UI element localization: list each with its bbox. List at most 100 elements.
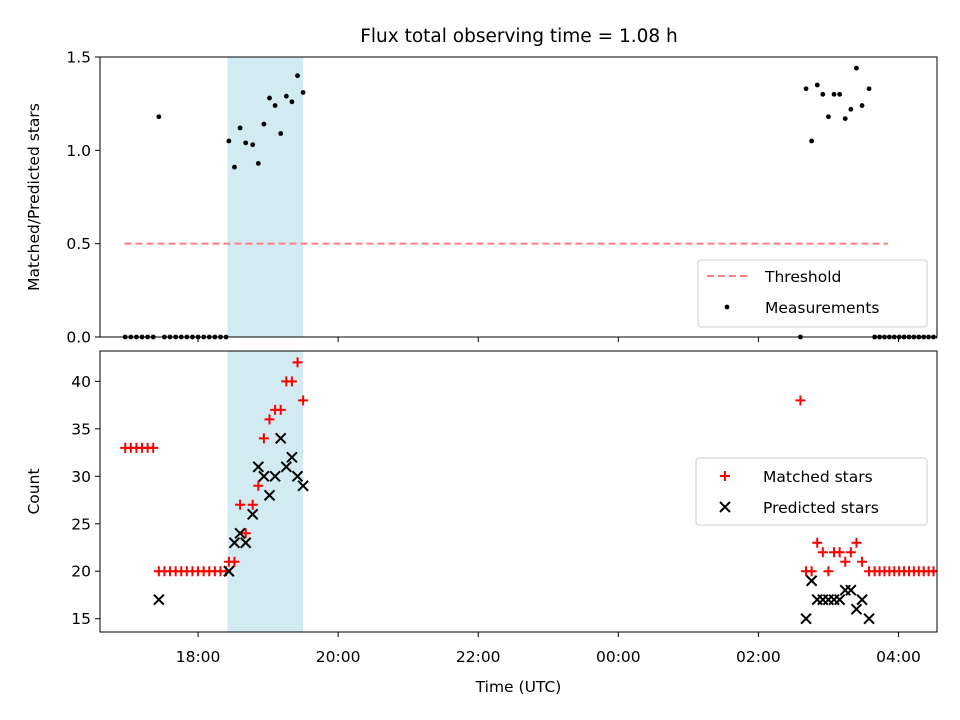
matched-star-point [275,404,286,415]
matched-star-point [933,570,937,573]
chart-title: Flux total observing time = 1.08 h [360,26,678,47]
measurement-point [951,335,956,340]
matched-star-point [851,537,862,548]
measurement-point [278,131,284,136]
x-tick-label: 02:00 [736,648,781,666]
predicted-star-point [286,451,298,464]
predicted-star-point [863,613,875,625]
measurement-point [226,138,232,144]
y-tick-label: 0.0 [66,329,91,347]
predicted-star-point [297,480,309,492]
matched-star-point [264,414,275,425]
measurement-point [295,73,300,79]
matched-star-point [240,528,251,539]
matched-star-point [229,556,240,567]
y-axis-label: Matched/Predicted stars [25,103,43,291]
legend-box [697,259,928,328]
predicted-star-point [269,470,281,483]
x-tick-label: 18:00 [176,648,221,666]
panel-counts: 15 20 25 30 35 40 18:00 20:00 22:00 00:00 02:00 04:… [25,350,960,696]
x-axis-label: Time (UTC) [475,678,562,696]
matched-star-point [840,556,851,567]
series-matched-stars [120,357,960,577]
predicted-star-point [258,470,270,483]
legend-measurement-swatch [724,304,730,310]
x-tick-label: 20:00 [316,648,361,666]
predicted-star-point [850,603,863,615]
predicted-star-point [833,594,846,606]
matched-star-point [823,566,834,577]
y-tick-label: 20 [71,563,91,581]
axes-frame [99,56,938,338]
matched-star-point [258,433,269,444]
matched-star-point [247,499,258,510]
measurement-point [854,65,859,71]
predicted-star-point [223,565,235,577]
axes-frame [99,350,938,633]
matched-star-point [292,357,303,368]
measurement-point [267,95,272,101]
measurement-point [261,121,267,127]
legend: Threshold Measurements [697,259,928,328]
measurement-point [946,335,951,340]
series-measurements [122,65,960,340]
plot-marks [122,65,960,340]
matched-star-point [148,442,159,453]
measurement-point [956,335,960,340]
y-tick-label: 35 [71,420,91,438]
y-tick-label: 40 [71,373,91,391]
predicted-star-point [805,575,818,587]
measurement-point [842,116,848,121]
matched-star-point [286,376,297,387]
legend-predicted-label: Predicted stars [763,499,879,517]
predicted-star-point [228,537,241,549]
measurement-point [272,103,278,108]
predicted-star-point [275,432,287,445]
matched-star-point [857,556,868,567]
predicted-star-point [280,461,293,473]
measurement-point [237,125,243,131]
legend-matched-swatch [720,471,730,481]
y-tick-label: 1.0 [66,142,91,160]
matched-star-point [795,395,806,406]
measurement-point [826,114,831,120]
measurement-point [837,91,843,97]
predicted-star-point [263,489,276,502]
y-tick-label: 30 [71,468,91,486]
y-tick-label: 0.5 [66,235,91,253]
predicted-star-point [252,461,265,473]
measurement-point [820,91,826,97]
matched-star-point [812,537,823,548]
measurement-point [814,82,820,88]
legend-predicted-swatch [719,501,731,513]
x-tick-label: 00:00 [596,648,641,666]
measurement-point [243,140,249,146]
measurement-point [803,86,809,92]
matched-star-point [845,547,856,558]
y-tick-label: 25 [71,515,91,533]
legend-threshold-label: Threshold [764,268,841,286]
predicted-star-point [800,613,812,625]
predicted-star-point [239,537,252,549]
x-tick-label: 04:00 [876,648,921,666]
y-axis-label: Count [25,468,43,514]
measurement-point [255,161,261,166]
y-tick-label: 15 [71,610,91,628]
predicted-star-point [153,594,165,606]
measurement-point [156,114,162,120]
measurement-point [809,138,815,144]
series-predicted-stars [153,432,875,625]
matched-star-point [948,566,958,576]
matched-star-point [817,547,828,558]
measurement-point [232,164,237,170]
predicted-star-point [291,470,304,483]
predicted-star-point [234,527,246,539]
matched-star-point [938,566,948,576]
legend-measurement-label: Measurements [765,299,880,317]
measurement-point [250,142,256,148]
matched-star-point [953,566,960,576]
matched-star-point [943,566,953,576]
y-tick-label: 1.5 [66,49,91,67]
predicted-star-point [246,508,259,520]
